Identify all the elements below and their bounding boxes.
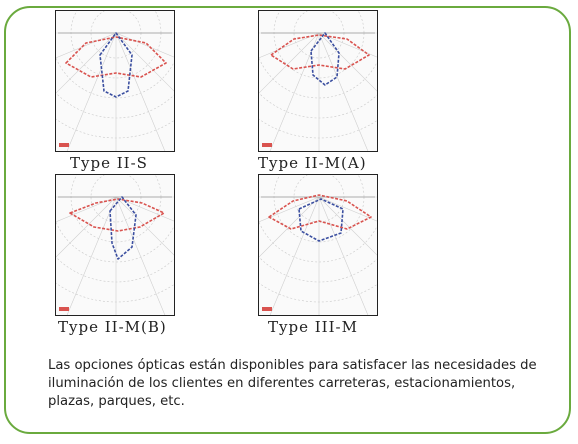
grid-radial [56, 196, 117, 223]
grid-radial [318, 196, 377, 256]
grid-radial [115, 196, 166, 315]
grid-radial [259, 196, 320, 258]
curve-blue [298, 198, 344, 242]
legend-swatch [262, 307, 272, 311]
grid-radial [56, 196, 117, 258]
photometric-plot-4 [258, 174, 378, 316]
panel-caption-1: Type II-S [70, 154, 148, 172]
grid-arc [56, 256, 174, 283]
panel-caption-3: Type II-M(B) [58, 318, 167, 336]
photometric-plot-2 [258, 10, 378, 152]
photometric-plot-1 [55, 10, 175, 152]
grid-arc [56, 118, 174, 139]
grid-arc [259, 118, 377, 139]
grid-radial [56, 32, 117, 59]
grid-radial [269, 196, 320, 315]
grid-radial [259, 196, 320, 223]
curve-blue [310, 32, 340, 86]
curve-blue [99, 32, 133, 98]
grid-radial [318, 32, 369, 151]
grid-arc [56, 221, 174, 263]
polar-diagram [56, 175, 174, 315]
grid-radial [115, 32, 166, 151]
legend-swatch [59, 143, 69, 147]
polar-diagram [259, 175, 377, 315]
grid-arc [259, 57, 377, 99]
grid-radial [318, 32, 377, 92]
curve-red [65, 36, 167, 78]
grid-radial [259, 32, 320, 94]
grid-arc [259, 282, 377, 303]
grid-arc [259, 221, 377, 263]
polar-diagram [56, 11, 174, 151]
grid-arc [56, 282, 174, 303]
panel-caption-4: Type III-M [268, 318, 358, 336]
curve-red [268, 194, 372, 230]
photometric-plot-3 [55, 174, 175, 316]
curve-blue [109, 196, 137, 260]
grid-arc [56, 92, 174, 119]
panel-caption-2: Type II-M(A) [258, 154, 367, 172]
grid-radial [318, 196, 377, 222]
legend-swatch [59, 307, 69, 311]
grid-radial [56, 32, 117, 94]
legend-swatch [262, 143, 272, 147]
grid-radial [115, 32, 174, 92]
grid-arc [259, 256, 377, 283]
curve-red [270, 34, 370, 70]
grid-radial [66, 196, 117, 315]
grid-radial [318, 32, 377, 58]
grid-radial [259, 32, 320, 59]
grid-radial [115, 196, 174, 256]
grid-radial [66, 32, 117, 151]
grid-radial [318, 196, 369, 315]
description-text: Las opciones ópticas están disponibles p… [48, 358, 537, 409]
polar-diagram [259, 11, 377, 151]
grid-radial [115, 196, 174, 222]
